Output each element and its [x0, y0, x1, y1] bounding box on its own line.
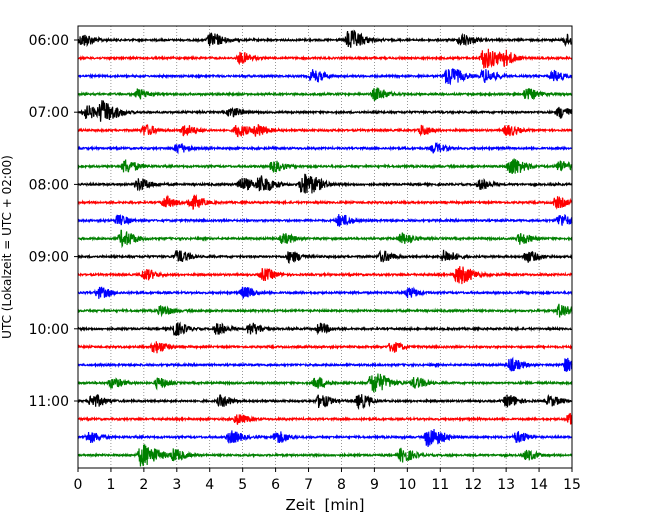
trace-line: [77, 341, 573, 354]
trace-line: [77, 158, 573, 174]
trace-line: [77, 393, 573, 411]
trace-line: [77, 68, 573, 86]
x-tick-label: 12: [464, 477, 482, 493]
y-tick-label: 08:00: [29, 177, 69, 193]
x-tick-label: 10: [398, 477, 416, 493]
trace-line: [77, 356, 573, 372]
x-tick-label: 8: [337, 477, 346, 493]
x-tick-label: 9: [370, 477, 379, 493]
x-tick-label: 14: [530, 477, 548, 493]
trace-line: [77, 214, 573, 227]
trace-line: [77, 373, 573, 393]
trace-line: [77, 229, 573, 249]
y-tick-label: 11:00: [29, 394, 69, 410]
trace-line: [77, 412, 573, 425]
y-tick-label: 10:00: [29, 322, 69, 338]
x-tick-label: 1: [106, 477, 115, 493]
x-tick-label: 4: [205, 477, 214, 493]
x-tick-label: 0: [74, 477, 83, 493]
x-tick-label: 2: [139, 477, 148, 493]
trace-group: [77, 29, 573, 467]
y-tick-label: 09:00: [29, 250, 69, 266]
x-tick-label: 15: [563, 477, 581, 493]
trace-line: [77, 173, 573, 194]
trace-line: [77, 286, 573, 300]
trace-line: [77, 429, 573, 447]
plot-frame: [77, 25, 573, 469]
x-tick-label: 6: [271, 477, 280, 493]
trace-line: [77, 29, 573, 48]
trace-line: [77, 100, 573, 122]
y-tick-label: 07:00: [29, 105, 69, 121]
trace-line: [77, 266, 573, 285]
trace-line: [77, 444, 573, 467]
trace-line: [77, 48, 573, 69]
x-tick-label: 5: [238, 477, 247, 493]
trace-line: [77, 87, 573, 102]
trace-line: [77, 142, 573, 155]
x-tick-label: 11: [431, 477, 449, 493]
trace-line: [77, 124, 573, 138]
y-tick-label: 06:00: [29, 33, 69, 49]
trace-line: [77, 303, 573, 318]
y-axis: 06:00 07:00 08:00 09:00 10:00 11:00: [29, 33, 78, 410]
x-axis: 0 1 2 3 4 5 6 7 8 9 10 11 12 13 14 15: [74, 468, 581, 493]
y-axis-label: UTC (Lokalzeit = UTC + 02:00): [0, 155, 14, 339]
trace-line: [77, 194, 573, 210]
x-tick-label: 3: [172, 477, 181, 493]
trace-line: [77, 249, 573, 264]
trace-line: [77, 321, 573, 336]
x-axis-label: Zeit [min]: [285, 496, 364, 514]
x-tick-label: 13: [497, 477, 515, 493]
x-tick-label: 7: [304, 477, 313, 493]
